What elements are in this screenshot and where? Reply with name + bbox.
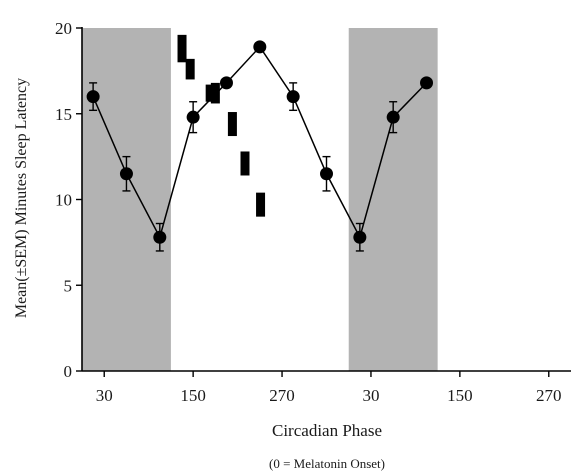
y-tick-label: 5: [64, 276, 73, 295]
x-tick-label: 270: [536, 386, 562, 405]
data-bar-marker: [177, 34, 187, 63]
y-axis-label: Mean(±SEM) Minutes Sleep Latency: [13, 78, 30, 318]
data-bar-marker: [205, 84, 215, 102]
data-bar-marker: [185, 58, 195, 80]
data-point: [253, 40, 267, 54]
series-2: [177, 34, 266, 217]
data-point: [186, 110, 200, 124]
data-bar-marker: [240, 151, 250, 176]
data-bar-marker: [227, 112, 237, 137]
y-tick-label: 10: [55, 191, 72, 210]
data-point: [353, 230, 367, 244]
x-tick-label: 150: [447, 386, 473, 405]
y-ticks: 0 5 10 15 20: [55, 19, 82, 381]
data-point: [153, 230, 167, 244]
data-bar-marker: [210, 82, 220, 104]
x-ticks: 30 150 270 30 150 270: [96, 371, 562, 405]
data-point: [86, 90, 100, 104]
y-tick-label: 15: [55, 105, 72, 124]
x-tick-label: 30: [96, 386, 113, 405]
x-tick-label: 150: [180, 386, 206, 405]
series-layer: [86, 34, 434, 252]
series-1: [86, 40, 434, 252]
x-axis-subtitle: (0 = Melatonin Onset): [269, 456, 385, 471]
x-tick-label: 30: [362, 386, 379, 405]
data-point: [386, 110, 400, 124]
data-point: [286, 90, 300, 104]
y-tick-label: 0: [64, 362, 73, 381]
data-point: [219, 76, 233, 90]
data-bar-marker: [256, 192, 266, 217]
data-point: [320, 167, 333, 181]
y-tick-label: 20: [55, 19, 72, 38]
x-axis-label: Circadian Phase: [272, 421, 382, 440]
x-tick-label: 270: [269, 386, 295, 405]
data-point: [420, 76, 434, 90]
data-point: [119, 167, 133, 181]
shaded-band-1: [82, 28, 171, 371]
